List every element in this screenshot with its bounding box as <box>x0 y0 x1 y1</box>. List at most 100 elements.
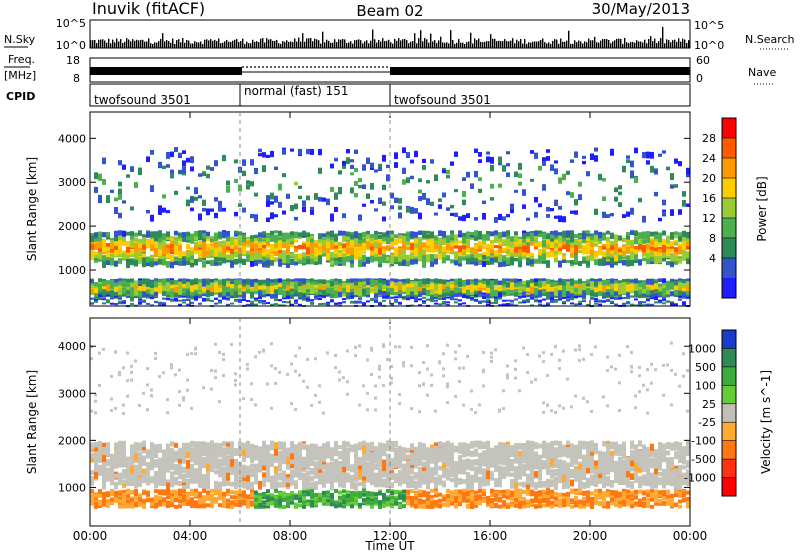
power-cell <box>210 167 214 171</box>
power-cell <box>498 254 502 260</box>
power-cell <box>354 278 358 283</box>
power-cell <box>462 177 466 182</box>
nsky-bar <box>134 40 136 48</box>
nsky-bar <box>424 38 426 48</box>
power-cell <box>130 258 134 264</box>
power-cell <box>394 197 398 204</box>
power-cell <box>310 284 314 290</box>
power-cell <box>394 289 398 295</box>
power-cell <box>450 251 454 255</box>
power-cell <box>202 241 206 246</box>
power-cell <box>266 284 270 289</box>
power-cell <box>146 291 150 297</box>
power-cell <box>102 246 106 253</box>
power-cell <box>538 233 542 238</box>
power-cell <box>118 230 122 237</box>
power-cell <box>354 193 358 198</box>
nsky-bar <box>472 43 474 48</box>
power-cell <box>342 213 346 219</box>
power-cell <box>310 206 314 211</box>
power-cell <box>554 298 558 301</box>
nsky-bar <box>376 42 378 48</box>
power-cell <box>426 256 430 263</box>
power-cell <box>510 256 514 262</box>
nsky-bar <box>166 40 168 48</box>
power-cell <box>630 241 634 246</box>
power-cell <box>154 250 158 258</box>
power-cell <box>594 278 598 283</box>
power-cell <box>366 300 370 303</box>
power-cell <box>298 303 302 306</box>
cpid-segment-label: twofsound 3501 <box>394 93 491 107</box>
power-cell <box>334 244 338 249</box>
power-cell <box>90 302 94 305</box>
power-cell <box>326 287 330 291</box>
power-cell <box>494 250 498 256</box>
power-cell <box>382 290 386 296</box>
power-cell <box>622 251 626 255</box>
power-cell <box>642 239 646 244</box>
nsky-bar <box>290 41 292 48</box>
power-cell <box>274 278 278 286</box>
power-cell <box>226 234 230 241</box>
power-cell <box>514 278 518 283</box>
power-cell <box>594 234 598 242</box>
power-cell <box>422 165 426 170</box>
power-cell <box>546 281 550 287</box>
power-cell <box>474 170 478 178</box>
power-cell <box>262 152 266 158</box>
power-cell <box>186 250 190 258</box>
power-cell <box>158 205 162 213</box>
power-cell <box>374 296 378 299</box>
power-cell <box>618 280 622 284</box>
power-cell <box>354 167 358 173</box>
nsky-label: N.Sky <box>4 33 36 46</box>
power-cell <box>322 197 326 202</box>
nsky-bar <box>464 43 466 48</box>
power-cell <box>442 288 446 293</box>
nsky-bar <box>688 40 690 48</box>
power-cell <box>210 290 214 295</box>
power-cell <box>506 299 510 302</box>
power-cell <box>110 290 114 296</box>
power-cell <box>438 253 442 260</box>
power-cell <box>298 286 302 292</box>
power-cell <box>310 301 314 304</box>
power-cell <box>114 282 118 288</box>
power-cell <box>550 282 554 287</box>
power-cell <box>350 254 354 261</box>
power-cell <box>582 236 586 244</box>
power-cell <box>422 246 426 252</box>
power-cell <box>362 294 366 297</box>
power-cell <box>490 197 494 201</box>
power-cell <box>414 296 418 299</box>
power-cell <box>334 248 338 255</box>
power-cell <box>346 278 350 283</box>
power-cell <box>558 291 562 299</box>
power-cell <box>586 230 590 234</box>
nsky-bar <box>534 41 536 48</box>
power-cell <box>186 298 190 301</box>
power-cell <box>114 230 118 238</box>
power-cell <box>374 169 378 173</box>
power-cell <box>302 279 306 285</box>
nsky-bar <box>198 42 200 48</box>
power-cell <box>586 237 590 242</box>
power-cell <box>154 281 158 287</box>
power-cell <box>434 284 438 292</box>
power-cell <box>306 298 310 301</box>
power-cell <box>630 280 634 285</box>
nsky-bar <box>454 43 456 48</box>
power-cell <box>402 297 406 300</box>
power-cell <box>534 299 538 302</box>
power-cell <box>626 232 630 236</box>
power-cell <box>594 300 598 303</box>
nsky-bar <box>410 41 412 48</box>
power-cell <box>594 280 598 287</box>
power-cell <box>382 280 386 284</box>
nsky-bar <box>284 41 286 48</box>
power-cell <box>274 291 278 299</box>
nsky-bar <box>456 42 458 48</box>
nsky-bar <box>302 33 304 48</box>
power-cell <box>498 280 502 286</box>
